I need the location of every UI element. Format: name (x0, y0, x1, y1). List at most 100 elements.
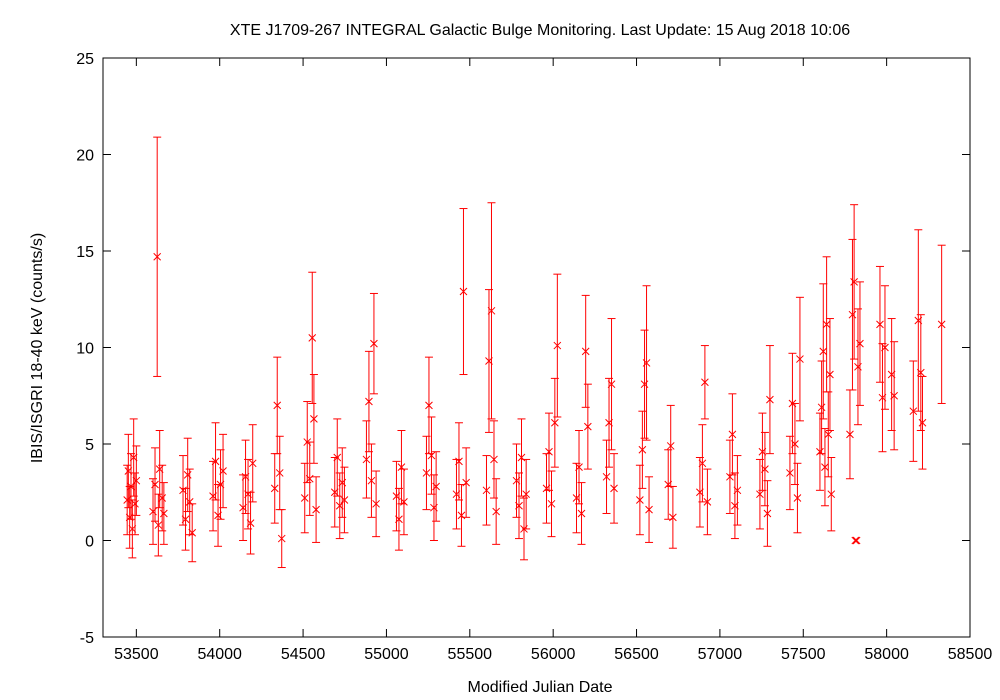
data-point (275, 469, 284, 477)
data-point (666, 442, 675, 450)
data-point (636, 496, 644, 504)
data-point (918, 418, 927, 427)
data-point (728, 430, 737, 439)
data-point (340, 496, 349, 504)
data-point (160, 509, 168, 518)
data-point (698, 459, 707, 468)
data-point (432, 482, 440, 491)
data-point (154, 521, 163, 529)
data-point (796, 355, 804, 363)
data-point (153, 252, 162, 261)
data-point (766, 395, 774, 404)
data-point (791, 440, 799, 448)
y-tick-label: 20 (76, 148, 94, 165)
x-tick-label: 58000 (864, 646, 909, 663)
data-point (703, 498, 712, 506)
data-point (462, 478, 470, 487)
axes: 53500 54000 54500 55000 55500 56000 56500 57000… (76, 51, 992, 663)
data-point (305, 474, 314, 483)
y-tick-label: 0 (85, 534, 94, 551)
data-point (455, 457, 463, 466)
data-point (490, 455, 498, 464)
data-point (822, 320, 831, 329)
chart-title: XTE J1709-267 INTEGRAL Galactic Bulge Mo… (230, 22, 850, 39)
data-point (545, 447, 553, 456)
plot-frame (102, 57, 971, 638)
data-point (581, 347, 590, 356)
data-point (248, 459, 257, 468)
x-tick-label: 57000 (698, 646, 743, 663)
x-tick-label: 53500 (114, 646, 159, 663)
data-point (610, 484, 618, 493)
x-axis-label: Modified Julian Date (468, 679, 613, 696)
data-marks (123, 136, 946, 569)
data-point (763, 509, 772, 518)
data-point (365, 397, 373, 406)
data-point (308, 333, 317, 342)
data-point (422, 469, 431, 477)
data-point (827, 490, 836, 499)
data-point (786, 469, 794, 477)
data-point (577, 509, 586, 518)
data-point (575, 463, 583, 472)
data-point (367, 476, 376, 485)
data-point (916, 368, 925, 377)
y-tick-label: 5 (85, 437, 94, 454)
data-point (400, 498, 408, 506)
data-point (756, 490, 764, 499)
data-point (211, 457, 220, 466)
data-point (607, 380, 616, 389)
x-tick-label: 56000 (531, 646, 576, 663)
data-point (638, 445, 647, 454)
data-point (219, 467, 227, 475)
data-point (132, 476, 141, 485)
data-point (824, 430, 833, 439)
y-tick-label: 15 (76, 244, 94, 261)
data-point (310, 415, 318, 423)
data-point (733, 486, 742, 495)
data-point (425, 401, 433, 410)
data-point (550, 418, 559, 427)
data-point (522, 490, 531, 499)
data-point (856, 339, 864, 348)
x-tick-label: 58500 (948, 646, 993, 663)
x-tick-label: 57500 (781, 646, 826, 663)
data-point (487, 306, 496, 315)
x-tick-label: 54000 (197, 646, 242, 663)
data-point (246, 519, 255, 527)
data-point (333, 453, 342, 462)
y-axis-label: IBIS/ISGRI 18-40 keV (counts/s) (29, 233, 46, 463)
data-point (701, 378, 709, 387)
data-point (583, 422, 592, 431)
data-point (669, 513, 677, 522)
y-tick-label: 10 (76, 341, 94, 358)
data-point (547, 499, 556, 508)
data-point (761, 465, 769, 473)
x-tick-label: 54500 (281, 646, 326, 663)
data-point (482, 486, 491, 495)
data-point (826, 370, 834, 379)
data-point (848, 310, 857, 319)
x-tick-label: 55000 (364, 646, 409, 663)
data-point (131, 499, 139, 508)
data-point (151, 480, 159, 489)
data-point (395, 515, 403, 524)
data-point (851, 536, 860, 545)
data-point (372, 499, 380, 508)
data-point (188, 528, 197, 537)
data-point (876, 320, 884, 329)
data-point (270, 484, 279, 493)
data-point (645, 505, 653, 514)
data-point (909, 407, 918, 416)
data-point (890, 391, 898, 400)
data-point (427, 451, 436, 460)
data-point (273, 401, 282, 410)
data-point (819, 347, 828, 356)
y-tick-label: -5 (80, 630, 94, 647)
data-point (937, 320, 946, 329)
data-point (817, 403, 826, 412)
data-point (850, 278, 858, 286)
data-point (602, 472, 611, 481)
